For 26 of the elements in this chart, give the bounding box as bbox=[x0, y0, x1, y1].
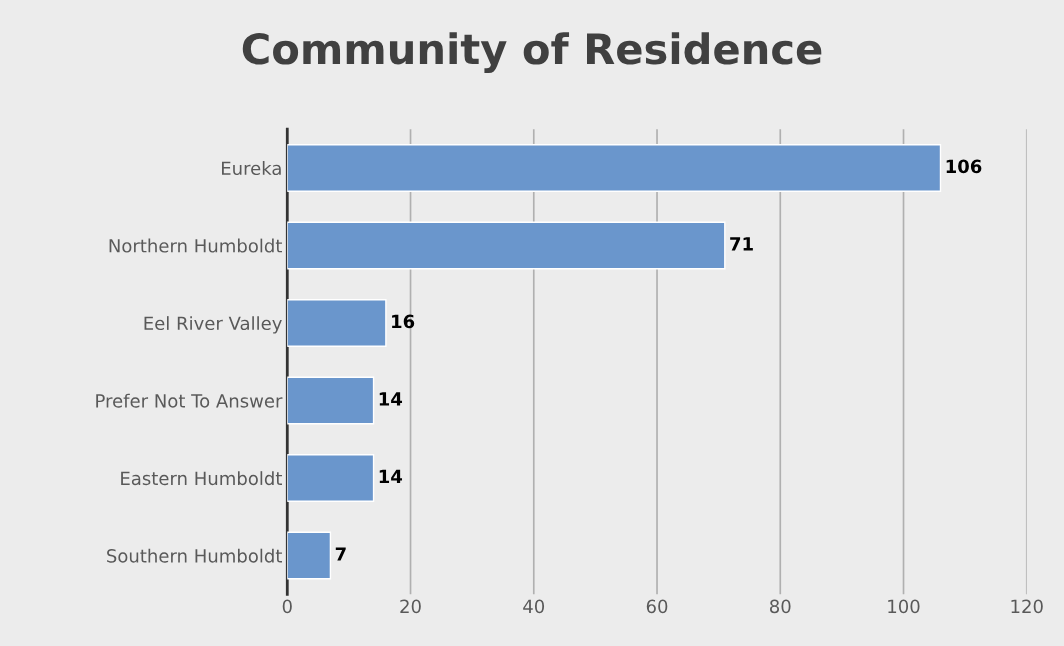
chart-title: Community of Residence bbox=[242, 32, 822, 73]
data-label: 106 bbox=[946, 159, 982, 174]
data-label: 71 bbox=[730, 237, 753, 251]
y-tick-label: Eureka bbox=[222, 161, 281, 176]
x-tick-label: 80 bbox=[770, 599, 791, 614]
bar bbox=[287, 376, 375, 425]
y-tick-label: Prefer Not To Answer bbox=[96, 393, 283, 408]
x-tick-label: 20 bbox=[400, 599, 421, 614]
data-label: 14 bbox=[379, 392, 403, 406]
bar bbox=[287, 221, 726, 270]
data-label: 14 bbox=[379, 469, 403, 484]
x-tick-label: 40 bbox=[523, 599, 545, 614]
bar bbox=[287, 144, 942, 192]
x-tick-label: 120 bbox=[1011, 599, 1043, 614]
y-tick-label: Southern Humboldt bbox=[107, 548, 282, 563]
bar bbox=[287, 531, 332, 580]
y-tick-label: Eastern Humboldt bbox=[121, 471, 282, 486]
data-label: 16 bbox=[392, 314, 415, 329]
y-tick-label: Eel River Valley bbox=[144, 316, 282, 334]
data-label: 7 bbox=[335, 547, 346, 561]
y-tick-label: Northern Humboldt bbox=[109, 238, 282, 253]
x-tick-label: 100 bbox=[888, 599, 920, 614]
x-tick-label: 0 bbox=[282, 599, 292, 614]
bar bbox=[287, 454, 375, 502]
x-tick-label: 60 bbox=[646, 599, 668, 614]
bar bbox=[287, 299, 387, 347]
